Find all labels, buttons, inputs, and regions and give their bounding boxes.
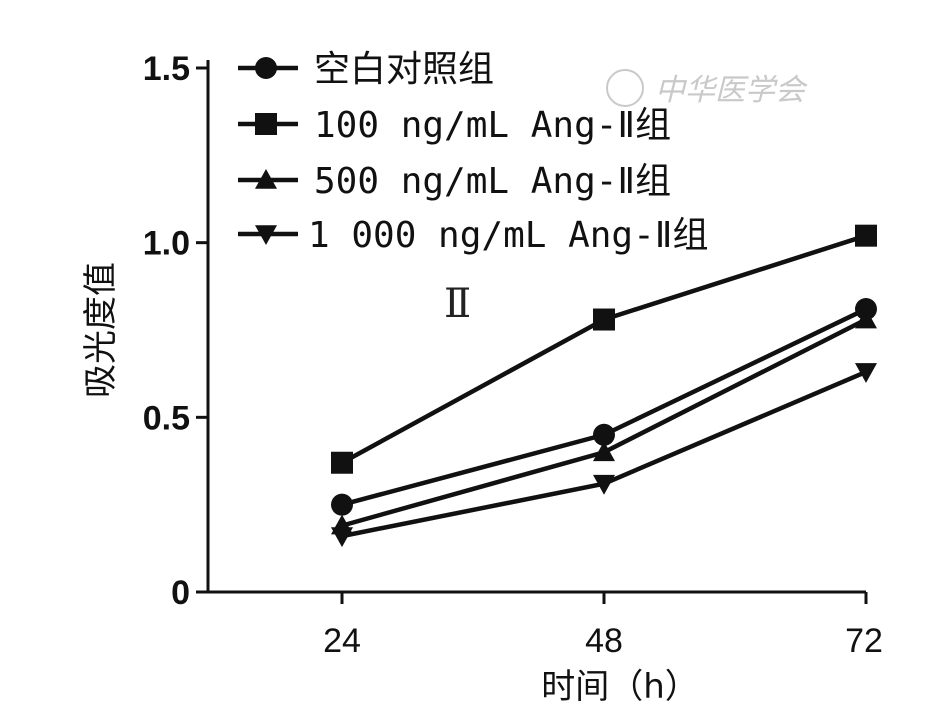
legend-marker [255,113,277,135]
legend-marker [255,169,277,189]
x-tick-label: 72 [845,622,883,660]
data-point [593,441,615,462]
x-tick-label: 48 [585,622,623,660]
legend-marker [255,57,277,79]
legend-label: 空白对照组 [314,49,494,90]
legend-item: 100 ng/mL Ang-Ⅱ组 [238,105,671,146]
watermark-text: 中华医学会 [655,73,808,108]
y-tick-label: 1.0 [143,225,190,263]
legend-label: 100 ng/mL Ang-Ⅱ组 [314,105,671,146]
y-tick-label: 0 [171,574,190,612]
panel-label: Ⅱ [444,281,471,327]
y-tick-label: 0.5 [143,399,190,437]
x-tick-label: 24 [323,622,361,660]
data-point [331,493,353,516]
legend-item: 500 ng/mL Ang-Ⅱ组 [238,161,671,202]
data-point [855,308,877,329]
legend-label: 1 000 ng/mL Ang-Ⅱ组 [308,215,709,256]
series-group [331,224,877,548]
series-4 [331,363,877,548]
axes [206,60,866,594]
y-tick-label: 1.5 [143,50,190,88]
data-point [593,308,615,331]
data-point [331,451,353,474]
x-ticks: 24 48 72 [323,592,883,660]
y-ticks: 0 0.5 1.0 1.5 [143,50,208,612]
legend-item: 1 000 ng/mL Ang-Ⅱ组 [238,215,709,256]
series-line [341,317,868,528]
legend-marker [255,225,277,245]
data-point [593,474,615,495]
data-point [593,423,615,446]
y-axis-title: 吸光度值 [81,262,121,398]
legend-label: 500 ng/mL Ang-Ⅱ组 [314,161,671,202]
data-point [331,527,353,548]
x-axis-title: 时间（h） [541,667,699,707]
watermark: 中华医学会 [606,69,808,108]
watermark-seal-icon [606,69,644,107]
data-point [855,363,877,383]
legend-item: 空白对照组 [238,49,494,90]
data-point [855,224,877,247]
legend: 空白对照组 100 ng/mL Ang-Ⅱ组 500 ng/mL Ang-Ⅱ组 1 0… [238,49,709,256]
series-2 [331,224,877,474]
